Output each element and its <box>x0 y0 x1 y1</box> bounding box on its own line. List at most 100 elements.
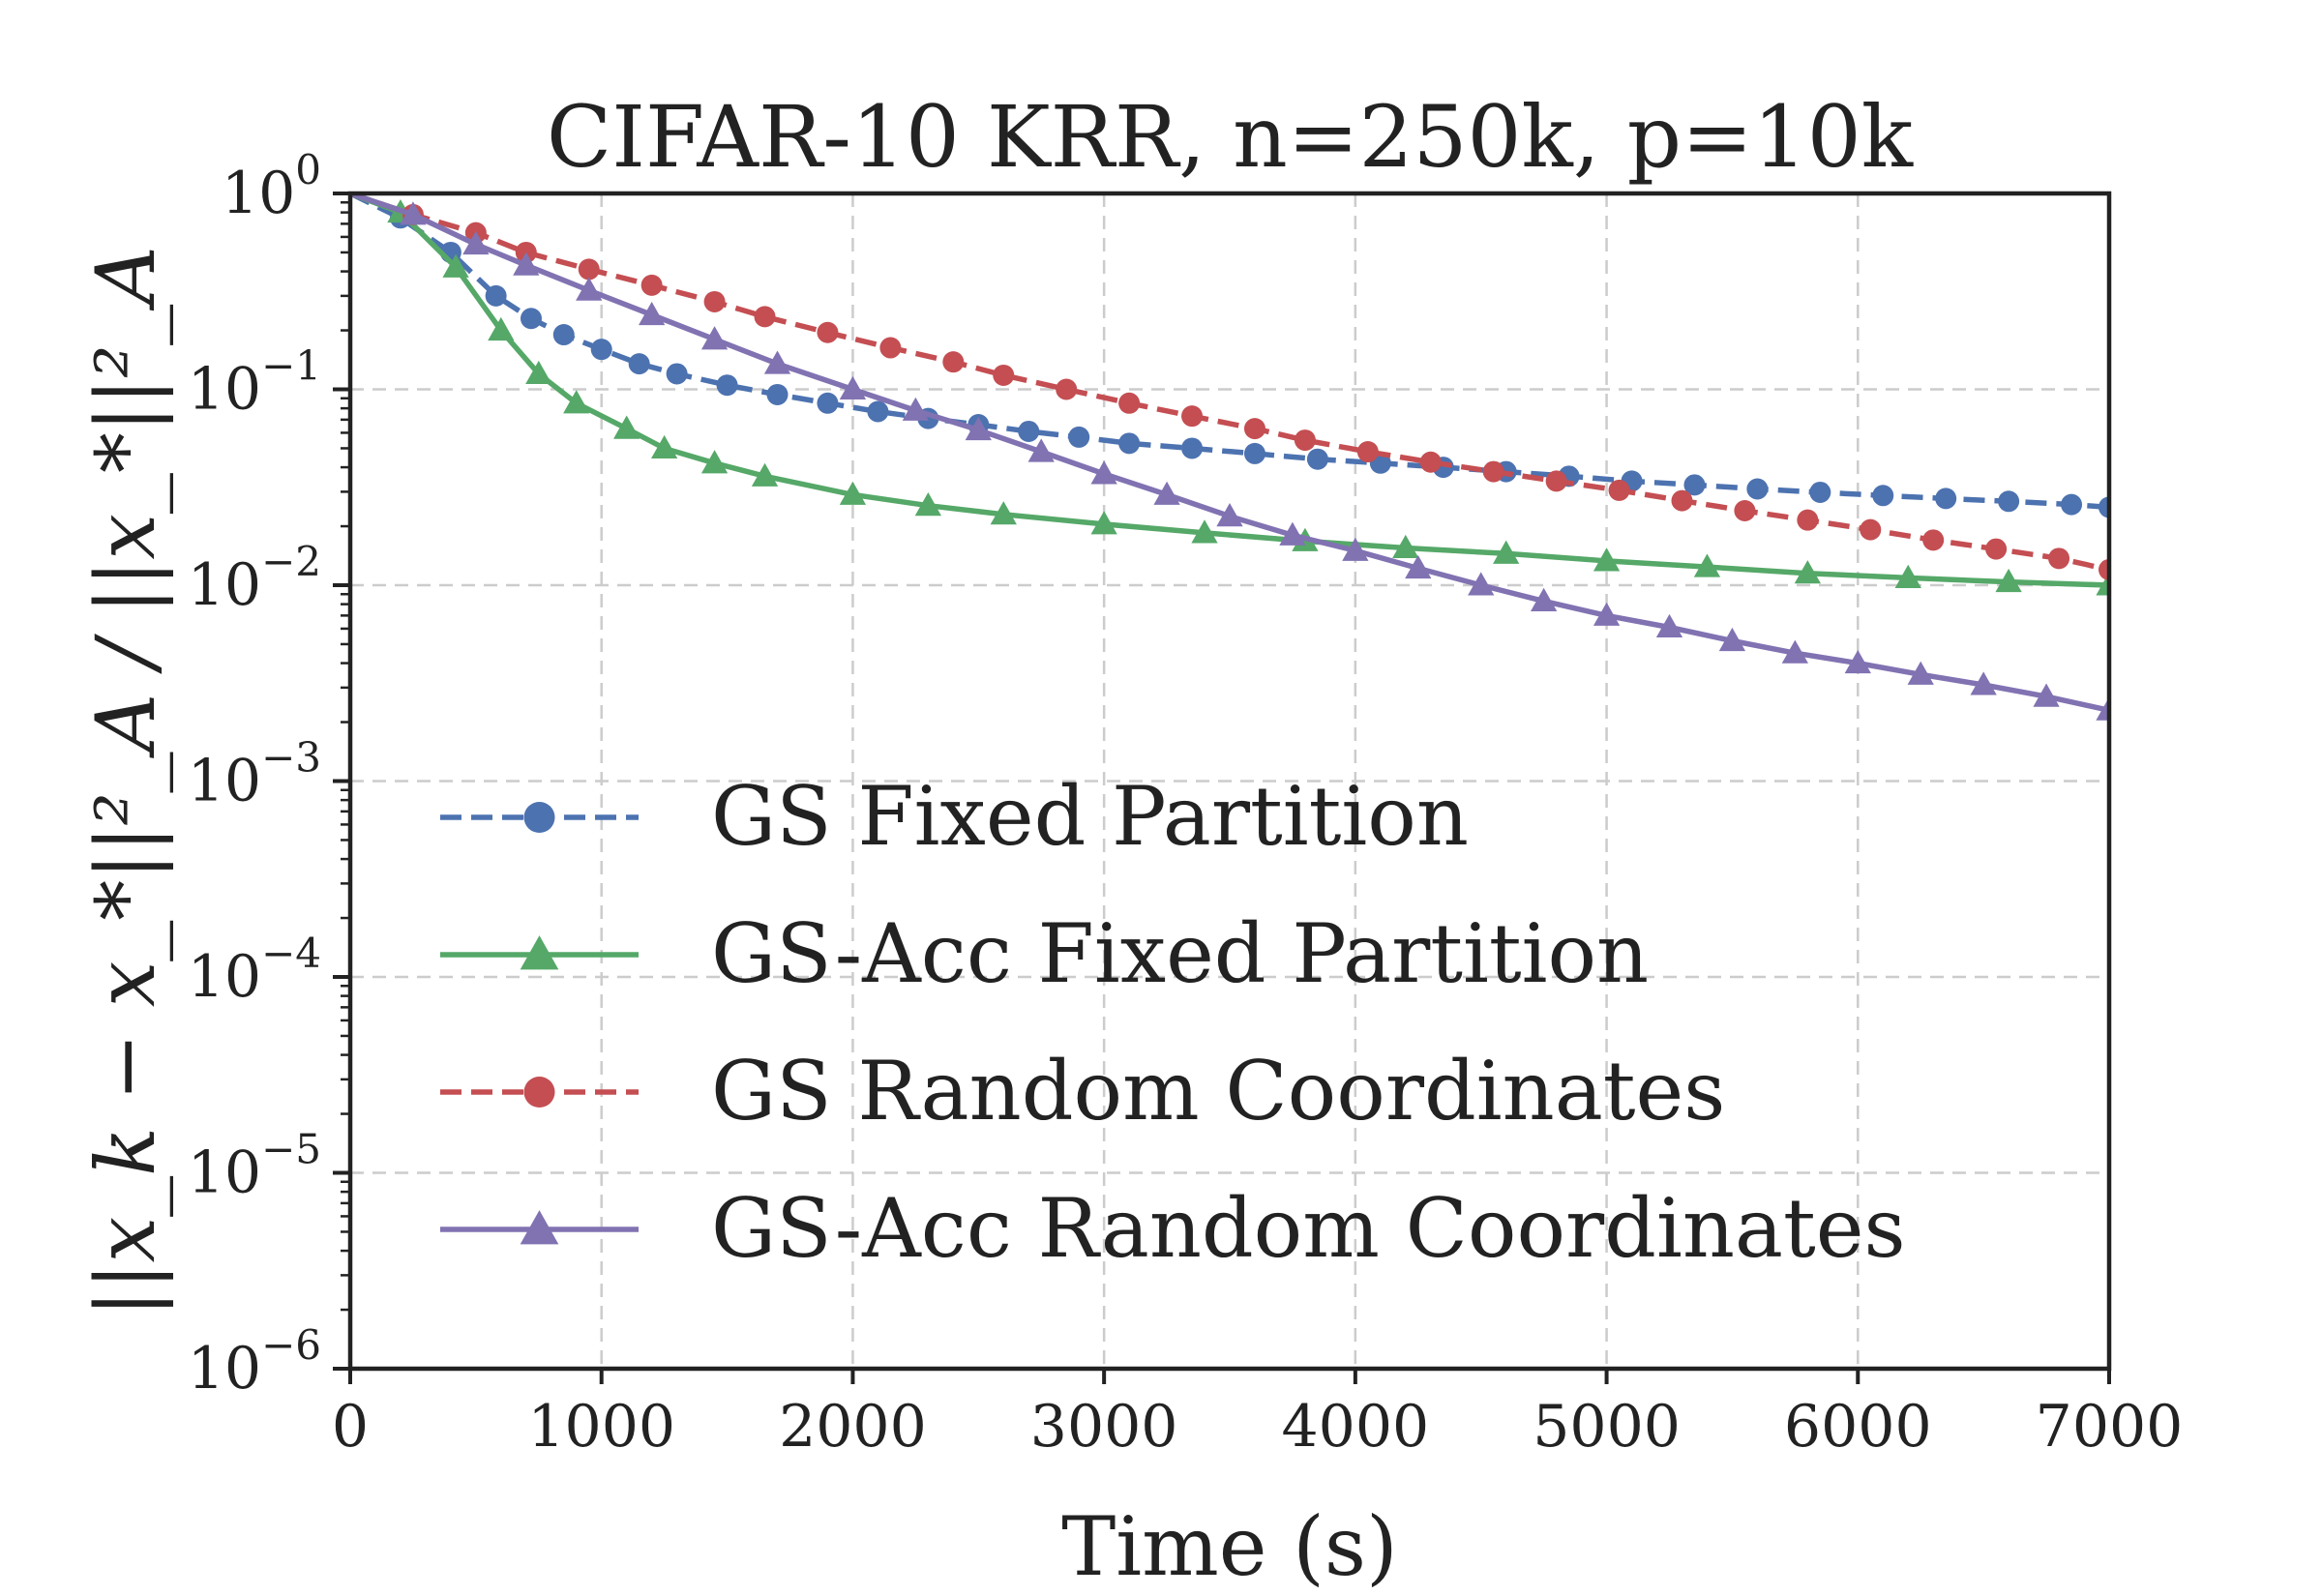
data-point <box>1191 519 1218 544</box>
data-point <box>520 1210 559 1245</box>
axis-ticks: 0 1000 2000 3000 4000 5000 6000 7000 100 10−1 10−2… <box>188 146 2184 1461</box>
y-tick-label: 10−1 <box>188 342 321 424</box>
data-point <box>1860 518 1882 541</box>
data-point <box>2099 558 2109 580</box>
x-tick-label: 4000 <box>1282 1393 1430 1461</box>
x-tick-label: 2000 <box>779 1393 927 1461</box>
data-point <box>1734 500 1756 522</box>
data-point <box>1809 481 1831 503</box>
chart-title: CIFAR-10 KRR, n=250k, p=10k <box>547 87 1914 187</box>
data-point <box>552 324 575 346</box>
data-point <box>817 321 839 343</box>
data-point <box>1781 639 1808 664</box>
x-axis-label: Time (s) <box>1061 1499 1398 1594</box>
data-point <box>666 363 688 385</box>
data-point <box>1608 479 1630 501</box>
legend: GS Fixed Partition GS-Acc Fixed Partition… <box>440 769 1906 1276</box>
data-point <box>1356 441 1379 463</box>
y-tick-label: 10−6 <box>188 1321 321 1403</box>
data-point <box>1693 553 1721 577</box>
data-point <box>1419 451 1442 473</box>
data-point <box>1405 554 1432 579</box>
data-point <box>639 301 666 326</box>
data-point <box>867 400 889 423</box>
data-point <box>1531 587 1558 611</box>
x-tick-label: 5000 <box>1533 1393 1681 1461</box>
data-point <box>1243 442 1265 464</box>
data-point <box>1482 460 1504 483</box>
data-point <box>1907 661 1934 685</box>
data-point <box>879 337 902 359</box>
legend-label: GS Fixed Partition <box>711 769 1469 864</box>
data-point <box>1970 671 1997 695</box>
data-point <box>651 434 678 459</box>
data-point <box>1718 627 1746 652</box>
x-tick-label: 3000 <box>1030 1393 1178 1461</box>
data-point <box>1935 488 1957 510</box>
data-point <box>1894 564 1921 588</box>
y-tick-label: 10−5 <box>188 1126 321 1207</box>
data-point <box>1018 420 1040 442</box>
grid <box>350 193 2109 1369</box>
data-point <box>485 284 507 307</box>
x-tick-label: 0 <box>332 1393 369 1461</box>
data-point <box>1216 503 1243 527</box>
data-point <box>1056 378 1078 400</box>
legend-label: GS-Acc Random Coordinates <box>711 1181 1906 1276</box>
y-tick-label: 100 <box>222 146 321 227</box>
data-point <box>1995 568 2022 593</box>
data-point <box>1181 405 1204 428</box>
data-point <box>1392 534 1419 559</box>
y-tick-label: 10−2 <box>188 538 321 619</box>
data-point <box>763 350 791 374</box>
data-point <box>839 375 867 400</box>
legend-label: GS Random Coordinates <box>711 1044 1725 1138</box>
data-point <box>2048 547 2070 570</box>
data-point <box>523 1077 555 1108</box>
data-point <box>766 383 789 405</box>
data-point <box>578 258 600 281</box>
y-tick-label: 10−4 <box>188 930 321 1011</box>
data-point <box>2033 683 2060 707</box>
series-gs-acc-fixed-partition <box>350 193 2109 596</box>
data-point <box>754 306 776 328</box>
series-line <box>350 193 2109 511</box>
data-point <box>613 415 640 439</box>
data-point <box>839 481 867 505</box>
data-point <box>1468 572 1495 596</box>
data-point <box>1090 511 1117 535</box>
data-point <box>2061 493 2083 516</box>
data-point <box>2096 696 2109 721</box>
data-point <box>1294 429 1316 452</box>
data-point <box>1655 613 1683 638</box>
data-point <box>914 492 941 517</box>
legend-entry: GS-Acc Random Coordinates <box>440 1181 1906 1276</box>
data-point <box>576 277 603 301</box>
data-point <box>700 450 729 474</box>
data-point <box>400 201 427 225</box>
data-point <box>1593 547 1621 572</box>
series-line <box>350 193 2109 588</box>
data-point <box>942 351 965 373</box>
data-point <box>1985 538 2008 560</box>
data-point <box>1068 426 1090 448</box>
data-point <box>1118 432 1141 455</box>
data-point <box>1118 392 1141 414</box>
data-point <box>525 360 552 385</box>
data-point <box>703 290 726 312</box>
data-point <box>640 274 663 296</box>
data-point <box>1872 485 1894 507</box>
series-gs-fixed-partition <box>350 193 2109 518</box>
legend-label: GS-Acc Fixed Partition <box>711 906 1649 1001</box>
data-point <box>520 935 559 970</box>
data-point <box>1153 481 1180 505</box>
data-point <box>1797 509 1819 531</box>
data-point <box>628 353 650 375</box>
data-point <box>1683 474 1706 496</box>
data-point <box>520 308 542 330</box>
data-point <box>488 316 515 341</box>
data-point <box>993 364 1015 386</box>
x-tick-label: 1000 <box>527 1393 675 1461</box>
data-point <box>462 230 490 255</box>
data-point <box>1493 540 1520 564</box>
